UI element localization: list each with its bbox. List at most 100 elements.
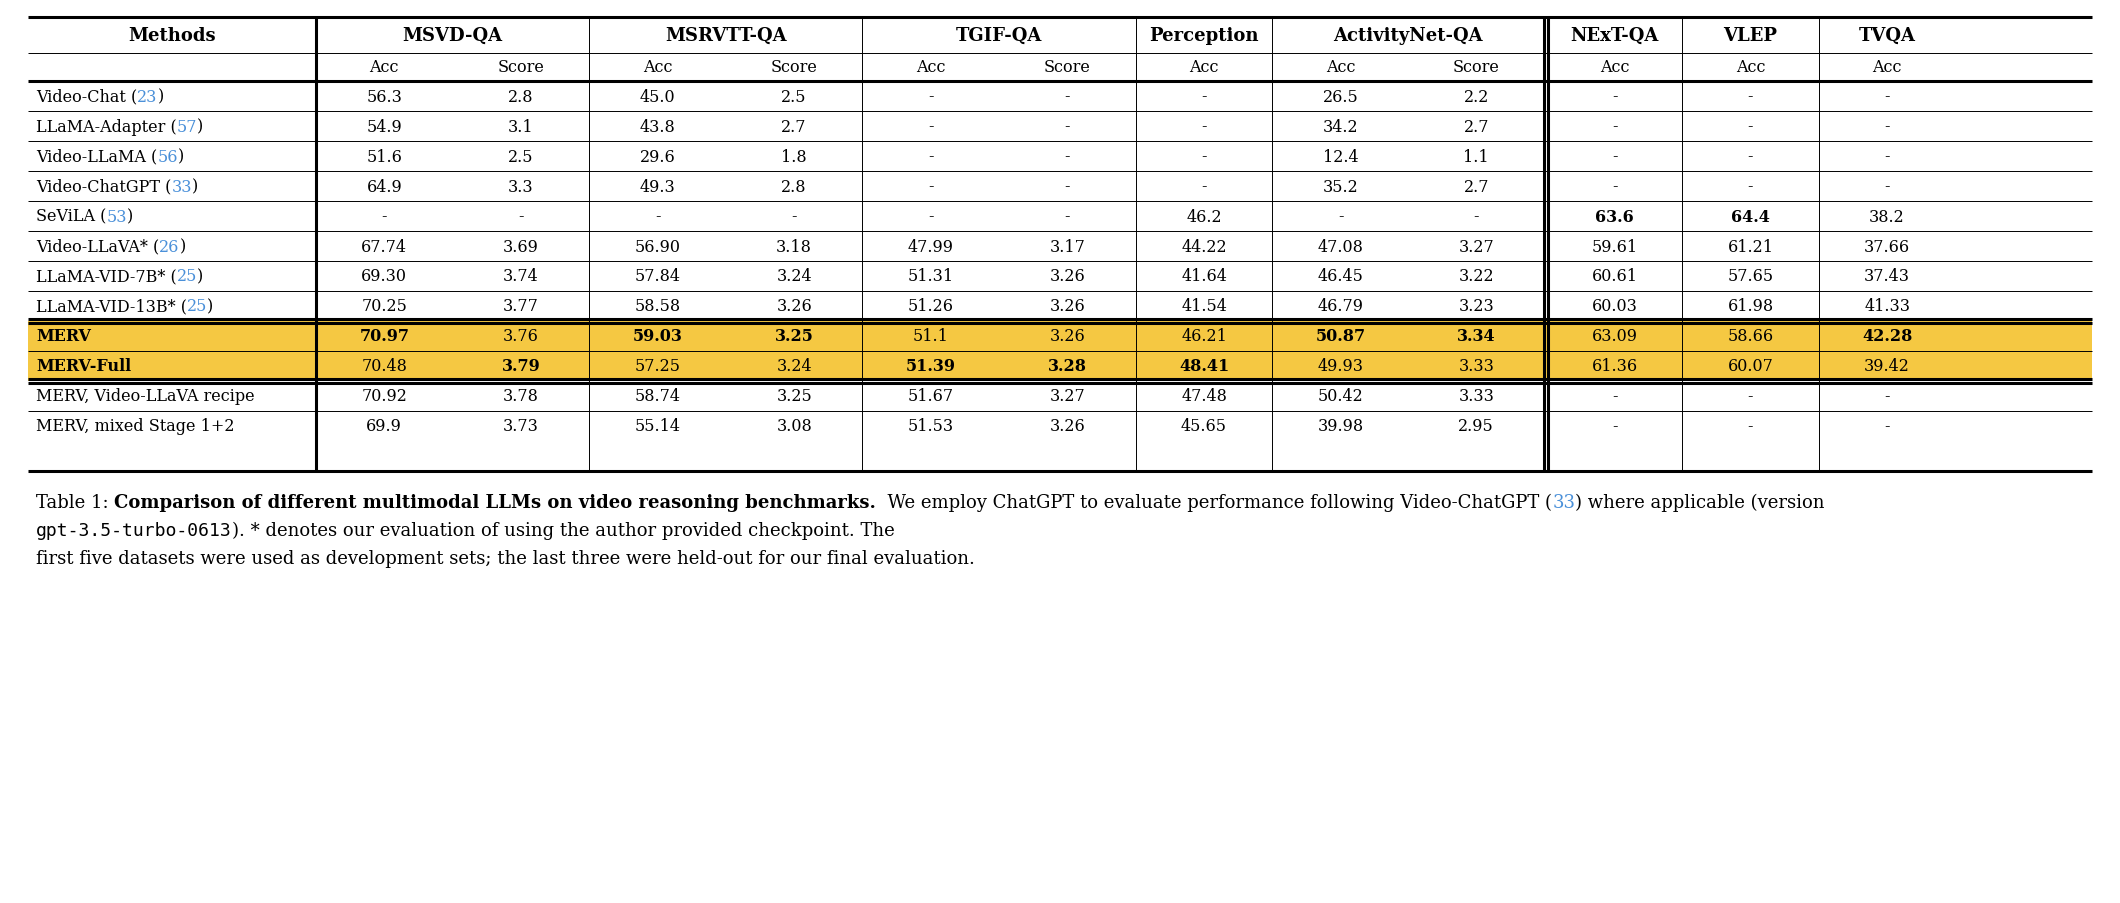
Text: 37.43: 37.43 [1863,268,1910,285]
Text: 3.76: 3.76 [502,328,538,345]
Text: TGIF-QA: TGIF-QA [956,27,1043,45]
Text: MSRVTT-QA: MSRVTT-QA [666,27,787,45]
Text: -: - [929,88,933,106]
Text: MERV: MERV [36,328,91,345]
Text: 44.22: 44.22 [1181,238,1227,256]
Text: Score: Score [498,60,545,77]
Text: MERV, mixed Stage 1+2: MERV, mixed Stage 1+2 [36,418,235,435]
Text: 70.25: 70.25 [360,298,407,315]
Text: 3.27: 3.27 [1049,388,1085,405]
Bar [28,321,2092,351]
Text: Score: Score [1043,60,1092,77]
Text: -: - [1747,88,1753,106]
Text: -: - [1885,178,1889,195]
Text: 29.6: 29.6 [640,148,676,165]
Text: ): ) [180,238,187,256]
Text: -: - [1885,118,1889,135]
Text: Acc: Acc [1325,60,1355,77]
Text: 53: 53 [106,209,127,225]
Text: Acc: Acc [369,60,399,77]
Text: 70.48: 70.48 [360,358,407,375]
Text: 3.26: 3.26 [776,298,812,315]
Text: 35.2: 35.2 [1323,178,1359,195]
Text: 47.99: 47.99 [907,238,954,256]
Text: -: - [929,178,933,195]
Text: -: - [929,118,933,135]
Text: 3.33: 3.33 [1459,358,1495,375]
Text: -: - [791,209,797,225]
Text: 1.8: 1.8 [782,148,808,165]
Text: Video-Chat (: Video-Chat ( [36,88,138,106]
Text: 67.74: 67.74 [360,238,407,256]
Text: 3.22: 3.22 [1459,268,1495,285]
Text: 46.79: 46.79 [1319,298,1363,315]
Text: Acc: Acc [1601,60,1630,77]
Text: -: - [1611,178,1618,195]
Text: TVQA: TVQA [1859,27,1916,45]
Text: 12.4: 12.4 [1323,148,1359,165]
Text: -: - [1064,88,1071,106]
Text: 49.3: 49.3 [640,178,676,195]
Text: 41.54: 41.54 [1181,298,1227,315]
Text: -: - [1202,88,1206,106]
Text: Perception: Perception [1149,27,1259,45]
Text: -: - [1611,88,1618,106]
Text: 1.1: 1.1 [1463,148,1488,165]
Text: gpt-3.5-turbo-0613: gpt-3.5-turbo-0613 [36,521,231,539]
Text: 50.42: 50.42 [1319,388,1363,405]
Text: 25: 25 [176,268,197,285]
Text: 41.33: 41.33 [1863,298,1910,315]
Text: SeViLA (: SeViLA ( [36,209,106,225]
Text: Acc: Acc [1872,60,1902,77]
Text: Methods: Methods [127,27,216,45]
Text: ) where applicable (version: ) where applicable (version [1575,493,1825,512]
Text: 2.5: 2.5 [509,148,534,165]
Text: MERV-Full: MERV-Full [36,358,131,375]
Text: LLaMA-VID-7B* (: LLaMA-VID-7B* ( [36,268,176,285]
Text: ). * denotes our evaluation of using the author provided checkpoint. The: ). * denotes our evaluation of using the… [231,521,895,540]
Text: VLEP: VLEP [1724,27,1777,45]
Text: -: - [1885,388,1889,405]
Text: 2.5: 2.5 [782,88,808,106]
Text: 45.0: 45.0 [640,88,676,106]
Text: 42.28: 42.28 [1861,328,1912,345]
Text: 3.18: 3.18 [776,238,812,256]
Text: 3.26: 3.26 [1049,268,1085,285]
Text: 33: 33 [172,178,193,195]
Text: Video-ChatGPT (: Video-ChatGPT ( [36,178,172,195]
Text: NExT-QA: NExT-QA [1571,27,1660,45]
Text: MERV, Video-LLaVA recipe: MERV, Video-LLaVA recipe [36,388,254,405]
Text: -: - [1747,388,1753,405]
Text: 46.2: 46.2 [1187,209,1221,225]
Text: 2.8: 2.8 [509,88,534,106]
Text: 60.07: 60.07 [1728,358,1774,375]
Text: -: - [517,209,524,225]
Text: Table 1:: Table 1: [36,493,114,511]
Text: Comparison of different multimodal LLMs on video reasoning benchmarks.: Comparison of different multimodal LLMs … [114,493,876,511]
Text: 49.93: 49.93 [1319,358,1363,375]
Text: -: - [1747,118,1753,135]
Text: 56.3: 56.3 [367,88,403,106]
Text: 3.23: 3.23 [1459,298,1495,315]
Text: 61.36: 61.36 [1592,358,1639,375]
Text: 3.24: 3.24 [776,358,812,375]
Text: -: - [1885,148,1889,165]
Text: 57.65: 57.65 [1728,268,1774,285]
Text: 26.5: 26.5 [1323,88,1359,106]
Text: 63.09: 63.09 [1592,328,1639,345]
Text: 3.79: 3.79 [502,358,541,375]
Text: 64.9: 64.9 [367,178,403,195]
Text: 58.58: 58.58 [634,298,681,315]
Text: 56: 56 [157,148,178,165]
Text: 3.69: 3.69 [502,238,538,256]
Text: 25: 25 [187,298,208,315]
Text: 2.8: 2.8 [782,178,808,195]
Text: 45.65: 45.65 [1181,418,1227,435]
Text: 41.64: 41.64 [1181,268,1227,285]
Text: Acc: Acc [642,60,672,77]
Text: 63.6: 63.6 [1596,209,1635,225]
Text: 39.42: 39.42 [1863,358,1910,375]
Text: 59.03: 59.03 [632,328,683,345]
Text: first five datasets were used as development sets; the last three were held-out : first five datasets were used as develop… [36,549,975,567]
Text: -: - [1202,148,1206,165]
